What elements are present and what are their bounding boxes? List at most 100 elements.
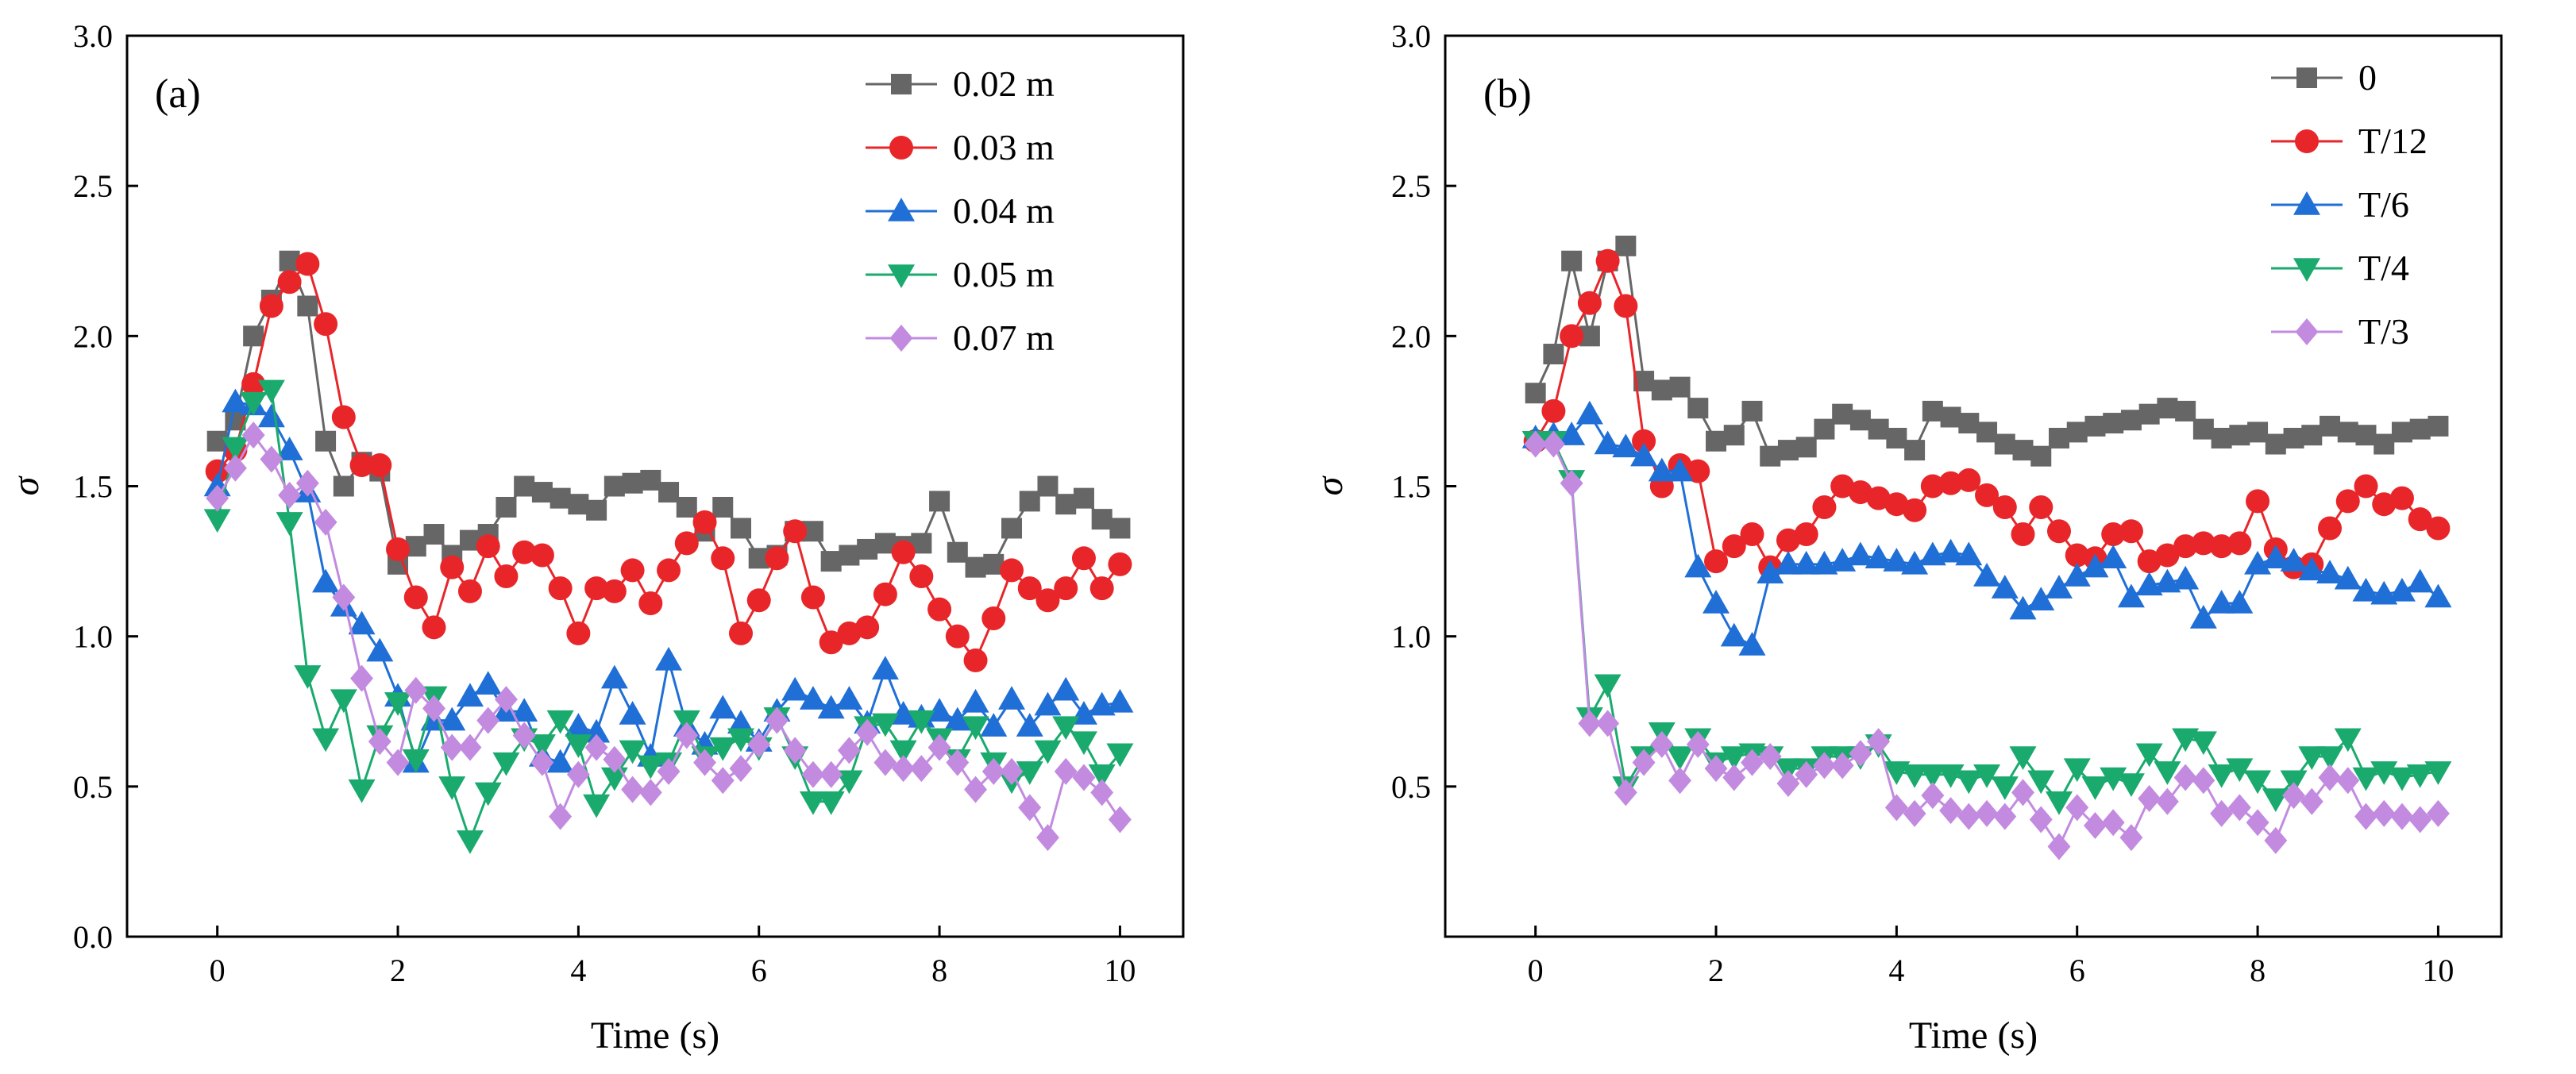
- data-point: [456, 683, 484, 707]
- data-point: [2372, 799, 2396, 827]
- data-point: [927, 597, 952, 622]
- data-point: [711, 546, 735, 571]
- data-point: [1903, 498, 1927, 522]
- data-point: [1687, 398, 1709, 419]
- data-point: [331, 405, 356, 429]
- data-point: [1072, 764, 1096, 791]
- data-point: [1632, 749, 1656, 776]
- x-tick-label: 0: [1528, 953, 1544, 988]
- data-point: [404, 676, 428, 704]
- data-point: [1723, 425, 1745, 446]
- data-point: [2426, 516, 2451, 541]
- data-point: [2011, 779, 2034, 806]
- data-point: [835, 770, 863, 795]
- data-point: [1991, 575, 2019, 599]
- data-point: [2120, 410, 2142, 431]
- y-axis-title: σ: [5, 475, 47, 495]
- data-point: [889, 701, 917, 725]
- data-point: [565, 713, 592, 737]
- data-point: [2029, 806, 2053, 833]
- data-point: [457, 579, 482, 603]
- data-point: [312, 728, 340, 753]
- data-point: [222, 437, 249, 461]
- data-point: [474, 782, 502, 806]
- data-point: [315, 430, 337, 452]
- data-point: [817, 791, 845, 815]
- data-point: [638, 779, 662, 806]
- data-point: [1922, 400, 1943, 422]
- data-point: [1684, 553, 1712, 578]
- data-point: [1108, 806, 1132, 833]
- data-point: [1958, 413, 1980, 434]
- data-point: [1703, 590, 1730, 614]
- legend-entry: T/6: [2271, 184, 2409, 225]
- data-point: [2173, 534, 2198, 559]
- data-point: [1612, 433, 1640, 458]
- data-point: [1901, 764, 1929, 788]
- data-point: [2046, 519, 2071, 544]
- data-point: [511, 698, 538, 722]
- data-point: [747, 730, 771, 758]
- data-point: [349, 453, 374, 478]
- x-tick-label: 4: [570, 953, 586, 988]
- data-point: [2316, 560, 2344, 583]
- data-point: [621, 776, 645, 803]
- data-point: [2408, 507, 2432, 532]
- data-point: [2426, 799, 2450, 827]
- data-point: [330, 689, 357, 714]
- data-point: [348, 610, 376, 635]
- data-point: [909, 564, 934, 588]
- panel-b: 0 2 4 6 8 10 0.5 1.0 1.5 2.0 2.5 3.0 Time (s) σ (b) 0 T/…: [1309, 18, 2503, 1057]
- data-point: [2352, 577, 2380, 602]
- data-point: [727, 728, 754, 753]
- data-point: [1849, 740, 1872, 768]
- data-point: [1648, 457, 1676, 482]
- data-point: [1686, 459, 1710, 483]
- data-point: [2316, 746, 2344, 770]
- data-point: [438, 776, 466, 800]
- data-point: [891, 540, 916, 564]
- data-point: [2320, 415, 2341, 437]
- legend-entry: 0.05 m: [866, 254, 1055, 294]
- data-point: [2209, 534, 2234, 559]
- x-tick-label: 10: [1104, 953, 1136, 988]
- data-point: [1615, 235, 1637, 256]
- data-point: [1594, 430, 1622, 455]
- data-point: [403, 585, 428, 610]
- data-point: [712, 496, 734, 518]
- data-point: [819, 630, 843, 655]
- data-point: [1108, 552, 1132, 576]
- data-point: [243, 325, 264, 347]
- data-point: [1577, 291, 1602, 315]
- series-t-12: [1523, 248, 2451, 579]
- legend-marker: [2293, 258, 2320, 282]
- data-point: [206, 484, 229, 512]
- data-point: [2063, 563, 2091, 587]
- data-point: [2265, 433, 2286, 455]
- data-point: [348, 779, 376, 803]
- y-tick-label: 1.5: [1391, 469, 1431, 505]
- data-point: [981, 757, 1005, 785]
- data-point: [2175, 400, 2196, 422]
- data-point: [2100, 767, 2127, 791]
- data-point: [1904, 440, 1926, 461]
- data-point: [1849, 410, 1871, 431]
- data-point: [1776, 528, 1800, 552]
- data-point: [1829, 548, 1857, 572]
- y-tick-label: 3.0: [1391, 18, 1431, 54]
- data-point: [2246, 489, 2270, 514]
- y-tick-label: 1.0: [73, 619, 113, 655]
- data-point: [514, 475, 535, 497]
- data-point: [1848, 480, 1872, 505]
- data-point: [1704, 755, 1728, 783]
- data-point: [1722, 534, 1746, 559]
- data-point: [496, 496, 517, 518]
- data-point: [1994, 433, 2015, 455]
- data-point: [2337, 422, 2358, 443]
- data-point: [241, 371, 266, 396]
- data-point: [2191, 531, 2215, 556]
- data-point: [637, 755, 665, 780]
- y-tick-label: 0.5: [1391, 769, 1431, 805]
- data-point: [222, 388, 249, 413]
- data-point: [1106, 688, 1134, 713]
